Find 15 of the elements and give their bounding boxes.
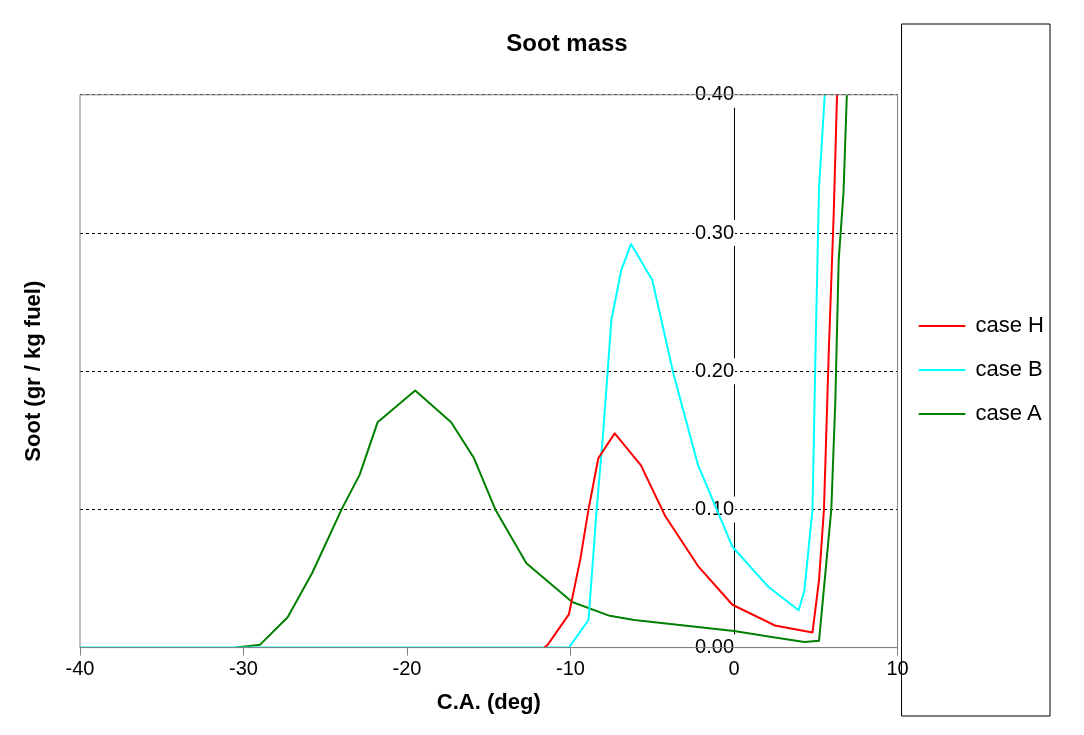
y-tick-label: 0.30 xyxy=(695,220,735,243)
x-axis-title: C.A. (deg) xyxy=(436,688,541,714)
x-tick-label: -30 xyxy=(229,657,258,680)
y-tick-label: 0.20 xyxy=(695,358,735,381)
legend-label: case B xyxy=(975,356,1043,382)
y-tick-label: 0.40 xyxy=(695,82,735,105)
x-tick-label: -20 xyxy=(392,657,422,680)
chart-title: Soot mass xyxy=(506,29,628,57)
x-tick-label: -10 xyxy=(556,657,585,680)
x-tick-label: -40 xyxy=(65,657,95,680)
y-axis-title: Soot (gr / kg fuel) xyxy=(20,280,46,462)
legend-label: case H xyxy=(975,312,1045,338)
y-tick-label: 0.00 xyxy=(695,635,735,658)
x-tick-label: 0 xyxy=(728,657,740,680)
legend-label: case A xyxy=(975,400,1042,426)
